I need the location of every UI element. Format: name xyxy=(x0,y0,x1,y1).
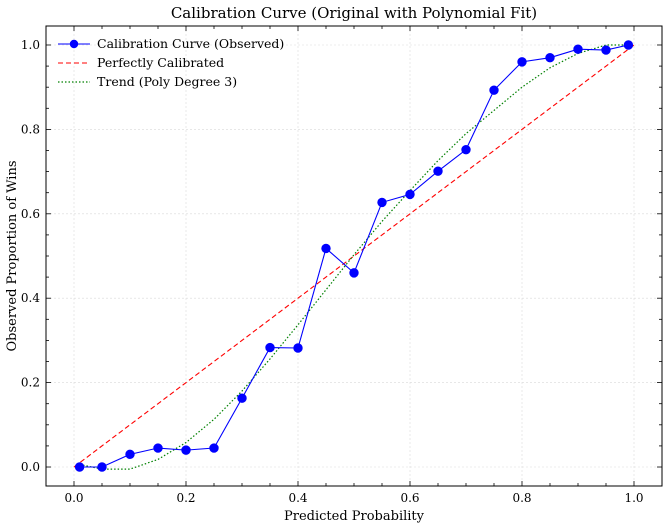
series-line-0 xyxy=(79,44,629,468)
observed-point xyxy=(573,44,583,54)
observed-point xyxy=(153,443,163,453)
observed-point xyxy=(433,166,443,176)
observed-point xyxy=(623,40,634,50)
observed-point xyxy=(405,189,415,200)
y-tick-label: 0.8 xyxy=(21,122,40,136)
observed-point xyxy=(489,85,499,95)
observed-point xyxy=(97,462,107,472)
y-tick-label: 0.6 xyxy=(21,207,40,221)
x-tick-label: 0.2 xyxy=(176,491,195,505)
legend-label-2: Trend (Poly Degree 3) xyxy=(97,74,237,89)
observed-point xyxy=(349,268,359,278)
legend-marker xyxy=(69,39,79,49)
observed-point xyxy=(125,449,135,460)
legend-label-0: Calibration Curve (Observed) xyxy=(97,36,284,51)
observed-point xyxy=(293,343,303,353)
tick-layer: 0.0 0.2 0.4 0.6 0.8 1.0 0.0 0.2 0.4 0.6 0.8 1.0 xyxy=(21,26,663,505)
observed-point xyxy=(601,45,611,55)
y-tick-label: 0.0 xyxy=(21,460,40,474)
observed-point xyxy=(377,197,387,208)
plot-frame xyxy=(45,25,663,487)
x-tick-label: 1.0 xyxy=(624,491,643,505)
x-tick-label: 0.8 xyxy=(512,491,531,505)
observed-point xyxy=(461,144,471,155)
y-axis-title: Observed Proportion of Wins xyxy=(5,160,20,351)
observed-point xyxy=(181,445,191,455)
series-line-2 xyxy=(79,44,629,470)
series-line-1 xyxy=(73,44,635,468)
observed-point xyxy=(265,342,275,353)
y-tick-label: 1.0 xyxy=(21,38,40,52)
x-tick-label: 0.4 xyxy=(288,491,307,505)
y-tick-label: 0.2 xyxy=(21,376,40,390)
series-layer xyxy=(73,40,635,472)
observed-point xyxy=(517,57,527,67)
grid-layer xyxy=(46,26,662,486)
y-tick-label: 0.4 xyxy=(21,291,40,305)
x-tick-label: 0.6 xyxy=(400,491,419,505)
chart-title: Calibration Curve (Original with Polynom… xyxy=(171,4,537,22)
legend: Calibration Curve (Observed) Perfectly Ca… xyxy=(58,36,284,89)
legend-label-1: Perfectly Calibrated xyxy=(97,55,224,70)
observed-point xyxy=(209,443,219,453)
observed-point xyxy=(321,243,331,254)
observed-point xyxy=(74,462,85,472)
observed-point xyxy=(545,52,555,63)
observed-point xyxy=(237,393,247,403)
x-tick-label: 0.0 xyxy=(64,491,83,505)
x-axis-title: Predicted Probability xyxy=(284,509,425,524)
